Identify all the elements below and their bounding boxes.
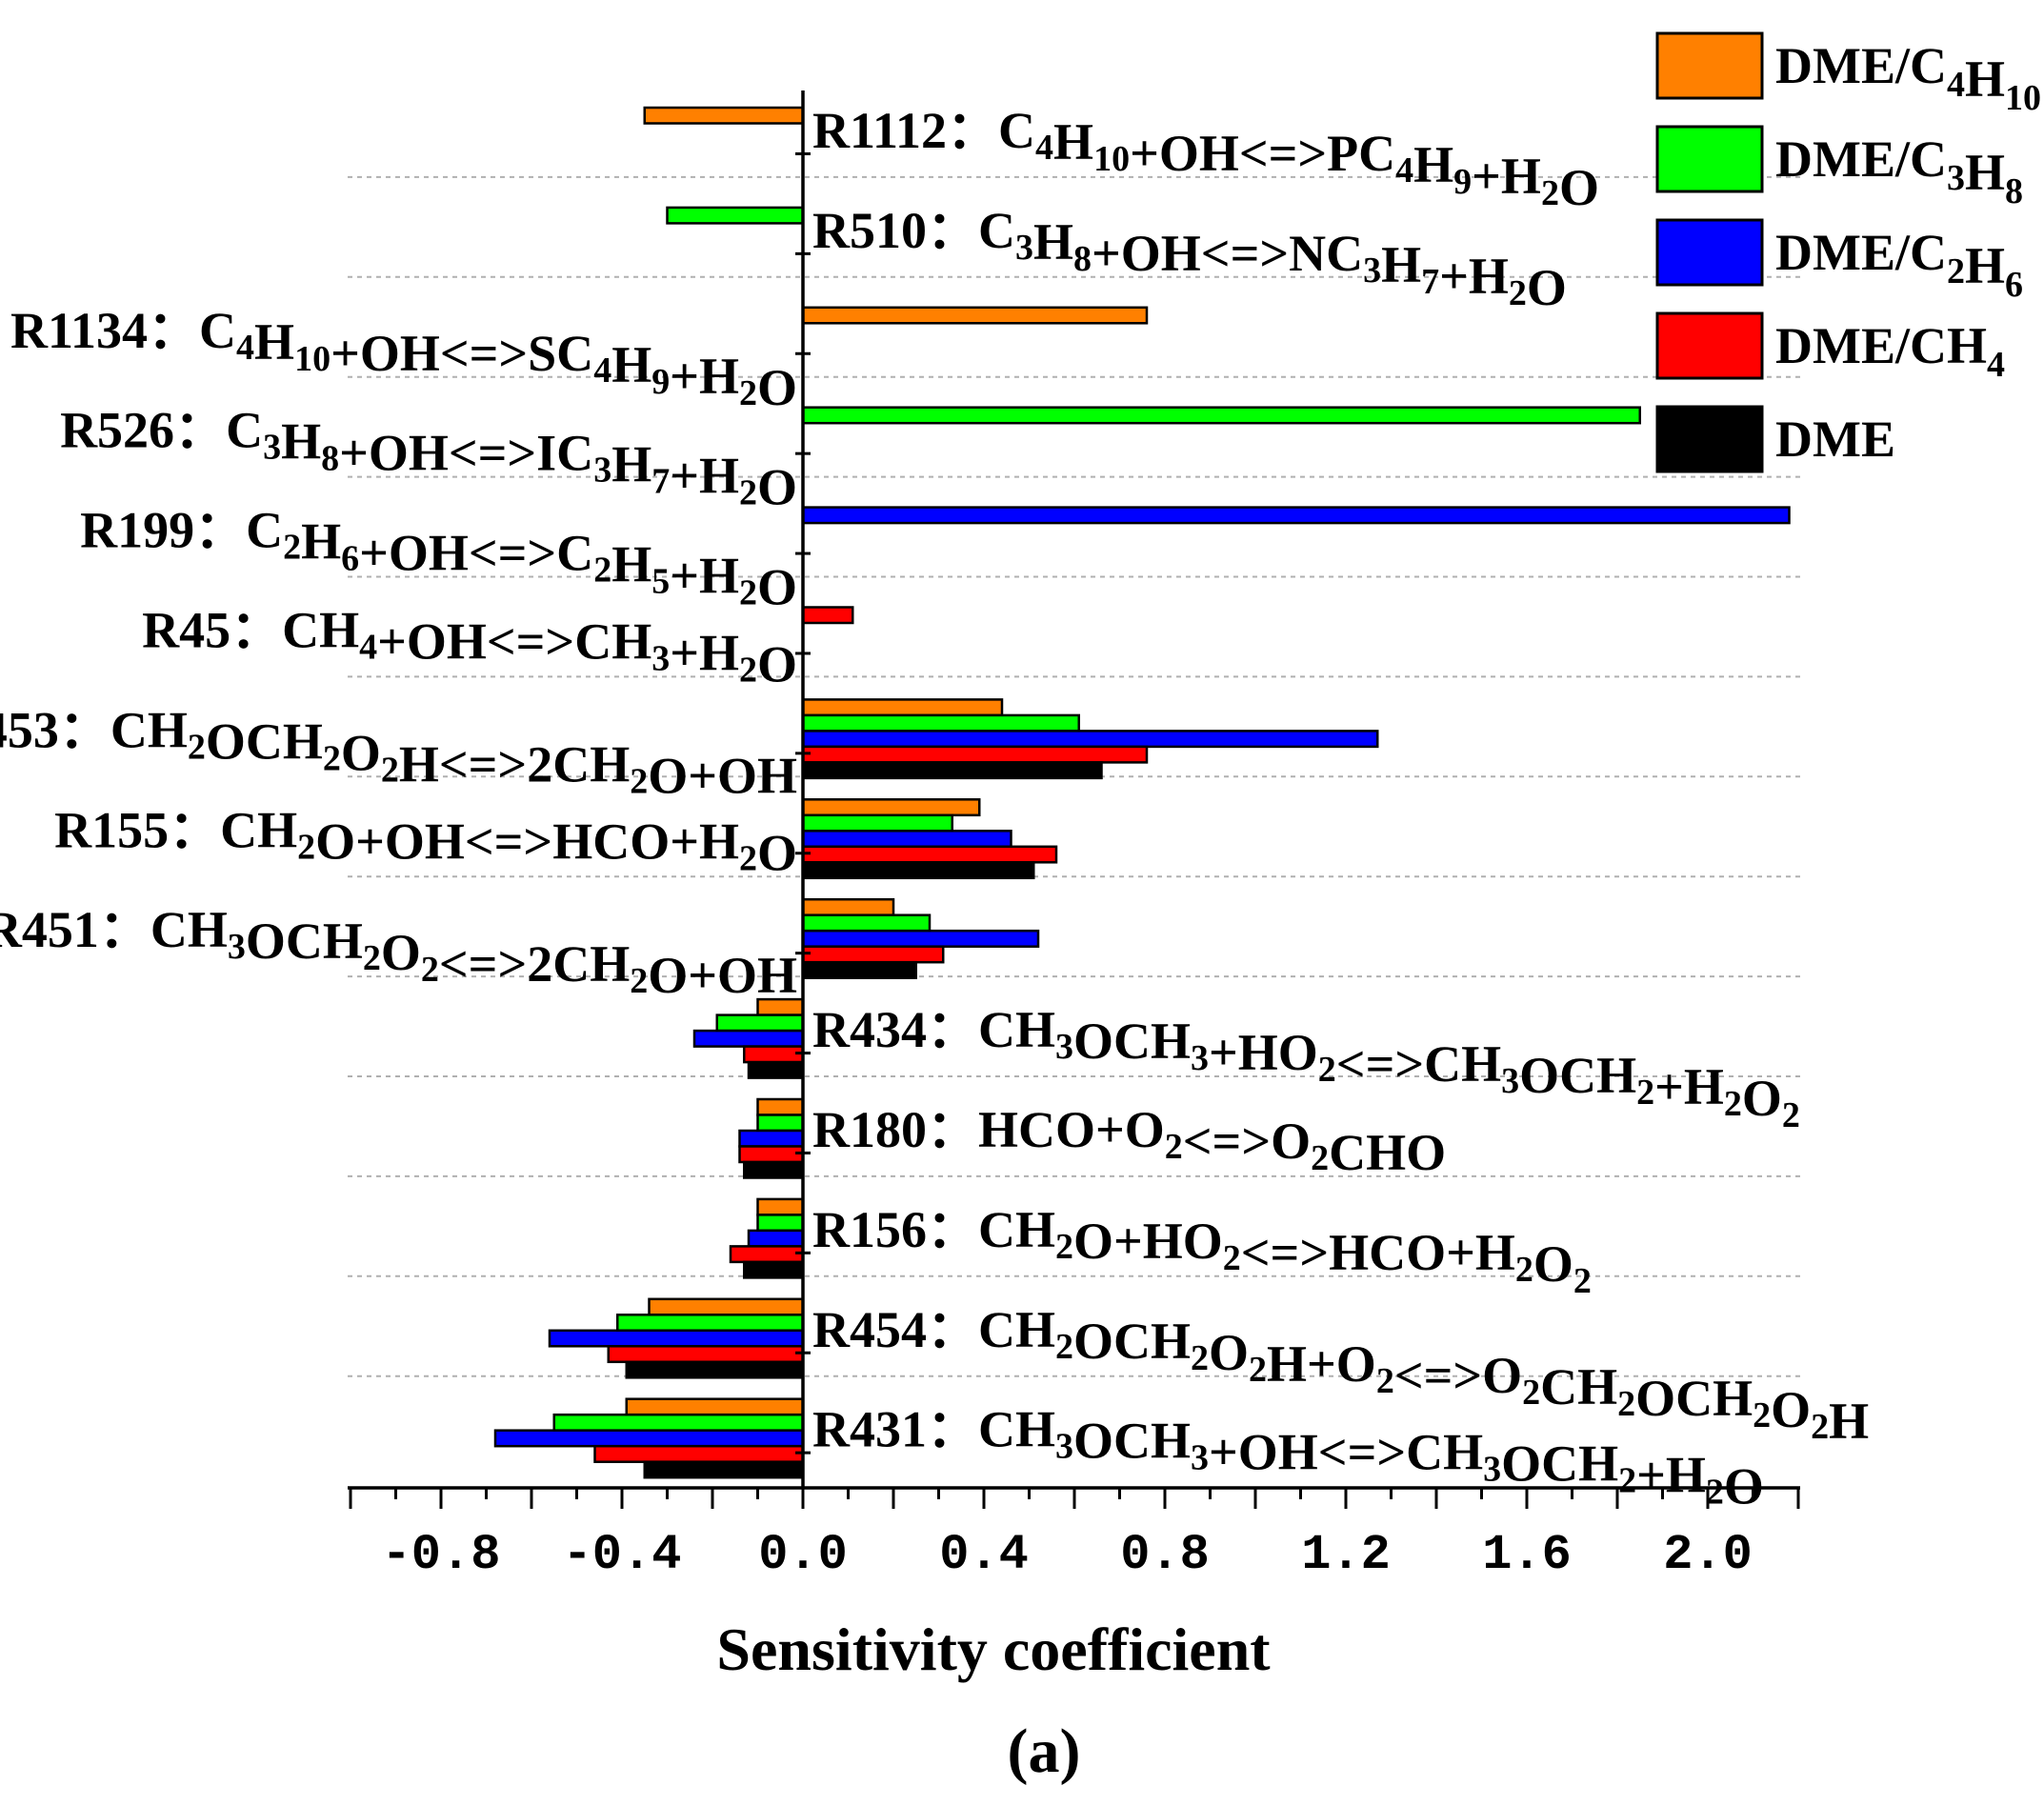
bar-R156-dme bbox=[743, 1260, 805, 1279]
legend-label-c4h10: DME/C4H10 bbox=[1775, 37, 2041, 118]
legend-label-c3h8: DME/C3H8 bbox=[1775, 130, 2023, 211]
bar-R453-dme bbox=[801, 761, 1103, 780]
reaction-label-R156: R156：CH2O+HO2<=>HCO+H2O2 bbox=[812, 1201, 1592, 1301]
bar-R431-c3h8 bbox=[552, 1413, 805, 1432]
bar-R451-ch4 bbox=[801, 945, 945, 964]
bar-R434-dme bbox=[747, 1060, 805, 1079]
x-tick-label: 0.4 bbox=[939, 1527, 1029, 1583]
legend-swatch-dme bbox=[1655, 405, 1764, 473]
grid-lines bbox=[348, 175, 1805, 1377]
bar-R451-c3h8 bbox=[801, 913, 932, 933]
bar-R156-c2h6 bbox=[747, 1229, 805, 1248]
panel-label: (a) bbox=[1008, 1716, 1081, 1786]
bar-R454-ch4 bbox=[607, 1345, 805, 1364]
bar-R434-c3h8 bbox=[715, 1013, 805, 1033]
bar-R45-ch4 bbox=[801, 606, 854, 625]
reaction-label-R510: R510：C3H8+OH<=>NC3H7+H2O bbox=[812, 202, 1567, 316]
bar-R451-dme bbox=[801, 960, 917, 979]
bar-R434-ch4 bbox=[743, 1045, 805, 1064]
x-tick-label: 2.0 bbox=[1663, 1527, 1753, 1583]
bar-R453-ch4 bbox=[801, 745, 1149, 764]
legend-swatch-c4h10 bbox=[1655, 31, 1764, 100]
bar-R434-c2h6 bbox=[692, 1029, 805, 1048]
bar-R431-ch4 bbox=[593, 1444, 805, 1463]
legend-label-dme: DME bbox=[1775, 411, 1895, 468]
bar-R431-c2h6 bbox=[493, 1429, 805, 1448]
reaction-labels: R1112：C4H10+OH<=>PC4H9+H2OR510：C3H8+OH<=… bbox=[0, 102, 1869, 1515]
x-tick-label: -0.8 bbox=[382, 1527, 501, 1583]
bar-R431-dme bbox=[643, 1460, 805, 1479]
axes: -0.8 -0.4 0.0 0.4 0.8 1.2 1.6 2.0 bbox=[348, 90, 1800, 1583]
x-tick-label: -0.4 bbox=[563, 1527, 682, 1583]
reaction-label-R526: R526：C3H8+OH<=>IC3H7+H2O bbox=[60, 402, 797, 516]
legend-swatch-c3h8 bbox=[1655, 125, 1764, 193]
bar-R453-c2h6 bbox=[801, 730, 1379, 749]
bar-R453-c3h8 bbox=[801, 713, 1080, 732]
legend-swatch-c2h6 bbox=[1655, 218, 1764, 287]
bar-R454-c3h8 bbox=[616, 1314, 805, 1333]
reaction-label-R45: R45：CH4+OH<=>CH3+H2O bbox=[142, 602, 797, 693]
bar-R155-dme bbox=[801, 861, 1035, 880]
bar-R454-c2h6 bbox=[548, 1329, 805, 1348]
bar-R180-ch4 bbox=[738, 1145, 805, 1164]
x-axis-title: Sensitivity coefficient bbox=[716, 1615, 1271, 1683]
bar-R180-c4h10 bbox=[756, 1097, 805, 1116]
reaction-label-R1134: R1134：C4H10+OH<=>SC4H9+H2O bbox=[10, 302, 797, 416]
bar-R180-dme bbox=[743, 1160, 805, 1179]
bar-R431-c4h10 bbox=[625, 1397, 805, 1416]
bar-R155-c4h10 bbox=[801, 798, 981, 817]
x-tick-label: 0.0 bbox=[758, 1527, 848, 1583]
reaction-label-R431: R431：CH3OCH3+OH<=>CH3OCH2+H2O bbox=[812, 1401, 1764, 1515]
reaction-label-R434: R434：CH3OCH3+HO2<=>CH3OCH2+H2O2 bbox=[812, 1001, 1800, 1135]
legend-label-ch4: DME/CH4 bbox=[1775, 317, 2005, 385]
bar-R156-c4h10 bbox=[756, 1197, 805, 1216]
reaction-label-R1112: R1112：C4H10+OH<=>PC4H9+H2O bbox=[812, 102, 1599, 216]
bar-R155-ch4 bbox=[801, 845, 1058, 864]
bar-R451-c2h6 bbox=[801, 929, 1040, 948]
bar-R199-c2h6 bbox=[801, 506, 1791, 525]
bar-R156-ch4 bbox=[729, 1245, 805, 1264]
reaction-label-R451: R451：CH3OCH2O2<=>2CH2O+OH bbox=[0, 901, 797, 1004]
bar-R180-c3h8 bbox=[756, 1114, 805, 1133]
bar-R1134-c4h10 bbox=[801, 306, 1149, 325]
x-tick-label: 1.2 bbox=[1301, 1527, 1391, 1583]
bar-R180-c2h6 bbox=[738, 1129, 805, 1148]
reaction-label-R454: R454：CH2OCH2O2H+O2<=>O2CH2OCH2O2H bbox=[812, 1301, 1869, 1450]
reaction-label-R453: R453：CH2OCH2O2H<=>2CH2O+OH bbox=[0, 701, 797, 804]
legend: DME/C4H10 DME/C3H8 DME/C2H6 DME/CH4 DME bbox=[1655, 31, 2041, 473]
bar-R155-c3h8 bbox=[801, 813, 953, 833]
bar-R156-c3h8 bbox=[756, 1214, 805, 1233]
bar-R526-c3h8 bbox=[801, 406, 1641, 425]
bar-R155-c2h6 bbox=[801, 830, 1012, 849]
legend-swatch-ch4 bbox=[1655, 311, 1764, 380]
bar-R454-dme bbox=[625, 1360, 805, 1379]
bar-R454-c4h10 bbox=[648, 1297, 805, 1316]
bar-R451-c4h10 bbox=[801, 897, 895, 916]
x-tick-label: 1.6 bbox=[1482, 1527, 1572, 1583]
bar-R510-c3h8 bbox=[666, 206, 805, 225]
reaction-label-R180: R180：HCO+O2<=>O2CHO bbox=[812, 1101, 1446, 1181]
x-tick-label: 0.8 bbox=[1120, 1527, 1210, 1583]
reaction-label-R155: R155：CH2O+OH<=>HCO+H2O bbox=[54, 801, 797, 881]
bar-R1112-c4h10 bbox=[643, 106, 805, 125]
bar-R453-c4h10 bbox=[801, 698, 1004, 717]
legend-label-c2h6: DME/C2H6 bbox=[1775, 224, 2023, 305]
reaction-label-R199: R199：C2H6+OH<=>C2H5+H2O bbox=[80, 502, 797, 616]
